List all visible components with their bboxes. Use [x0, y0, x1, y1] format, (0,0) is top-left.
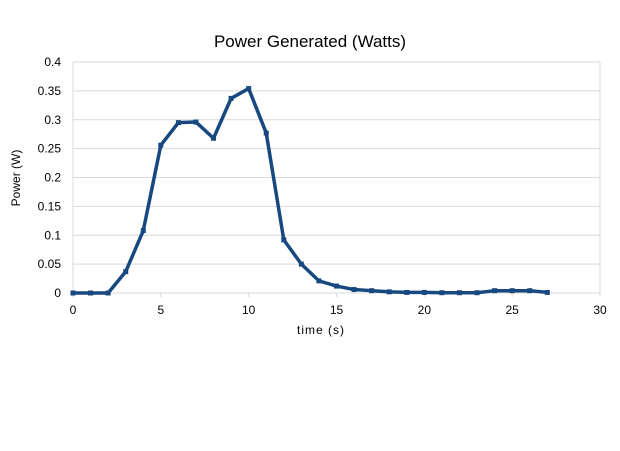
y-tick-label: 0.1 — [44, 228, 61, 242]
data-point — [246, 86, 252, 92]
x-tick-label: 0 — [70, 303, 77, 317]
data-point — [404, 289, 410, 295]
data-point — [211, 135, 217, 141]
data-point — [316, 278, 322, 284]
data-point — [369, 288, 375, 294]
x-tick-label: 10 — [242, 303, 256, 317]
data-point — [263, 130, 269, 136]
data-point — [456, 290, 462, 296]
x-axis-label: time (s) — [297, 323, 345, 337]
data-point — [140, 228, 146, 234]
data-point — [439, 290, 445, 296]
data-point — [105, 290, 111, 296]
y-axis-label: Power (W) — [9, 150, 23, 207]
y-tick-label: 0.05 — [38, 257, 62, 271]
data-point — [228, 95, 234, 101]
data-point — [351, 287, 357, 293]
data-point — [509, 288, 515, 294]
data-point — [421, 289, 427, 295]
x-tick-label: 20 — [418, 303, 432, 317]
data-point — [298, 261, 304, 267]
data-point — [544, 289, 550, 295]
data-point — [158, 142, 164, 148]
data-point — [492, 288, 498, 294]
data-point — [123, 269, 129, 275]
chart-title: Power Generated (Watts) — [214, 32, 406, 51]
y-tick-label: 0.3 — [44, 113, 61, 127]
data-point — [175, 120, 181, 126]
y-tick-label: 0.4 — [44, 55, 61, 69]
y-tick-label: 0.35 — [38, 84, 62, 98]
data-point — [474, 290, 480, 296]
data-point — [193, 119, 199, 125]
data-point — [281, 237, 287, 243]
x-tick-label: 25 — [505, 303, 519, 317]
y-tick-label: 0.25 — [38, 142, 62, 156]
data-point — [88, 290, 94, 296]
x-tick-label: 5 — [157, 303, 164, 317]
x-tick-label: 15 — [330, 303, 344, 317]
y-tick-label: 0.2 — [44, 171, 61, 185]
y-tick-label: 0 — [54, 286, 61, 300]
power-series-line — [73, 86, 548, 295]
y-tick-label: 0.15 — [38, 199, 62, 213]
data-point — [386, 289, 392, 295]
x-tick-label: 30 — [593, 303, 607, 317]
data-point — [527, 288, 533, 294]
data-point — [70, 290, 76, 296]
data-point — [334, 283, 339, 289]
